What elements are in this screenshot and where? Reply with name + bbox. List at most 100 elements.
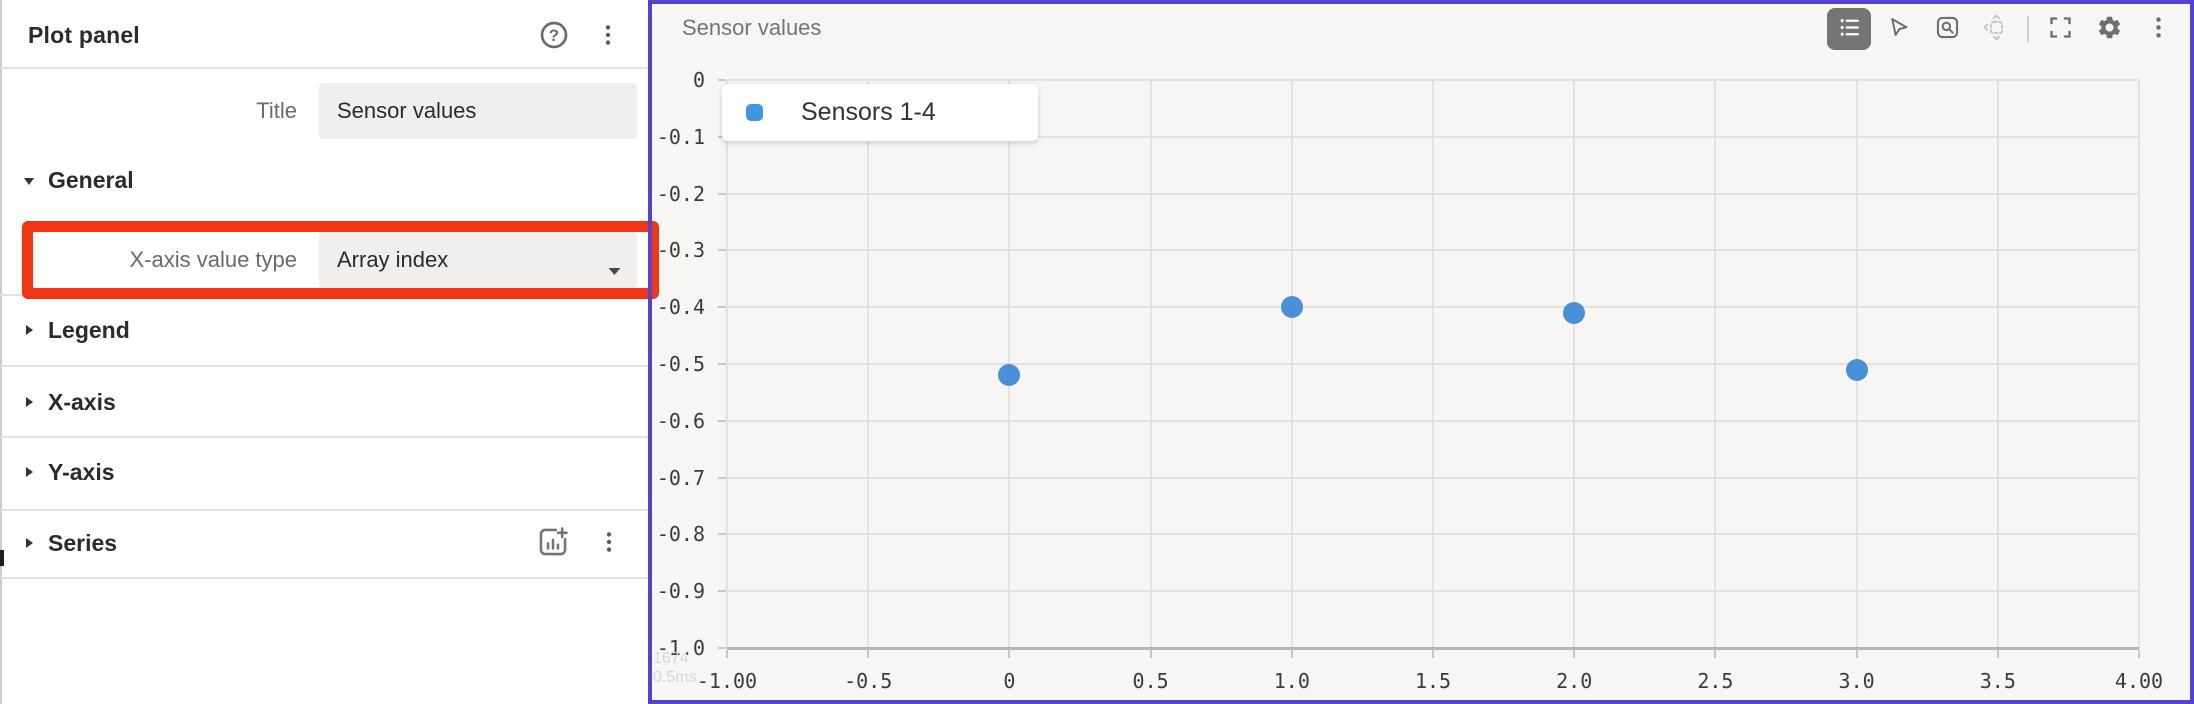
y-tick-label: -0.5	[656, 352, 705, 376]
plot-toolbar	[1827, 8, 2180, 50]
x-tick-label: 4.00	[2114, 669, 2164, 693]
scrollbar-tick	[0, 550, 4, 566]
chevron-right-icon	[22, 323, 36, 337]
section-general[interactable]: General	[48, 167, 134, 193]
divider	[0, 294, 648, 296]
toolbar-divider	[2027, 16, 2029, 42]
x-axis-value-type-select[interactable]: Array index	[319, 232, 637, 288]
gridline-y	[727, 647, 2139, 650]
chart-add-icon	[536, 525, 570, 562]
x-axis-value-type-label: X-axis value type	[129, 247, 297, 272]
y-tick-label: -0.3	[656, 238, 705, 263]
x-tickmark	[867, 650, 870, 658]
x-tick-label: -1.00	[696, 669, 758, 693]
x-tickmark	[1008, 650, 1011, 658]
chevron-down-icon	[608, 256, 621, 282]
y-tick-label: -0.9	[656, 579, 705, 604]
plot-title: Sensor values	[682, 15, 822, 40]
gridline-y	[727, 192, 2139, 195]
y-tick-label: -0.6	[656, 408, 705, 433]
x-tickmark	[1149, 650, 1152, 658]
section-series[interactable]: Series	[48, 530, 118, 556]
section-y-axis[interactable]: Y-axis	[48, 459, 115, 485]
perf-stat-time: 0.5ms	[653, 669, 697, 686]
section-legend[interactable]: Legend	[48, 317, 130, 343]
y-tick-label: -0.8	[656, 522, 705, 547]
x-tick-label: 2.5	[1697, 669, 1734, 693]
x-tick-label: 3.5	[1979, 669, 2016, 693]
y-tickmark	[718, 306, 726, 309]
divider	[0, 365, 648, 367]
chevron-down-icon	[22, 174, 36, 188]
y-tick-label: -1.0	[656, 636, 705, 660]
gridline-y	[727, 363, 2139, 365]
fit-view-button[interactable]	[2038, 8, 2082, 50]
data-point	[1280, 296, 1303, 319]
x-tick-label: 0	[1003, 669, 1016, 693]
y-tickmark	[718, 419, 726, 422]
zoom-select-button[interactable]	[1925, 8, 1969, 50]
chart-canvas[interactable]: -1.00 -0.5 0 0.5 1.0 1.5 2.0 2.5 3.0 3.5 4.00 0 -0.1…	[648, 0, 2194, 704]
help-button[interactable]: ?	[537, 19, 571, 53]
x-tickmark	[1290, 650, 1293, 658]
select-cursor-button[interactable]	[1876, 8, 1920, 50]
fullscreen-icon	[2047, 14, 2074, 44]
x-tickmark	[1855, 650, 1858, 658]
divider	[0, 577, 648, 579]
plot-more-button[interactable]	[2136, 8, 2180, 50]
y-tick-label: 0	[692, 68, 705, 92]
y-tickmark	[718, 363, 726, 365]
divider	[0, 67, 648, 69]
y-tickmark	[718, 79, 726, 81]
series-swatch	[746, 104, 763, 121]
legend-toggle-button[interactable]	[1827, 8, 1871, 50]
chevron-right-icon	[22, 395, 36, 409]
data-point	[998, 364, 1021, 387]
x-tickmark	[1996, 650, 1999, 658]
plot-settings-sidebar: Plot panel ? Title Sensor values General…	[0, 0, 648, 704]
series-label: Sensors 1-4	[801, 98, 936, 126]
x-tick-label: 1.0	[1273, 669, 1310, 693]
zoom-select-icon	[1934, 14, 1961, 44]
add-series-button[interactable]	[534, 524, 572, 562]
y-tickmark	[718, 249, 726, 252]
panel-settings-title: Plot panel	[28, 22, 140, 48]
y-tick-label: -0.1	[656, 124, 705, 149]
title-input[interactable]: Sensor values	[319, 83, 637, 139]
x-axis-value-type-value: Array index	[337, 247, 449, 272]
gridline-y	[727, 476, 2139, 479]
y-tick-label: -0.7	[656, 465, 705, 490]
y-tickmark	[718, 590, 726, 593]
y-tickmark	[718, 533, 726, 536]
x-tick-label: 1.5	[1414, 669, 1452, 693]
gridline-y	[727, 79, 2139, 81]
kebab-icon	[2145, 14, 2172, 44]
title-field-label: Title	[256, 98, 297, 123]
gridline-y	[727, 419, 2139, 422]
panel-settings-button[interactable]	[2087, 8, 2131, 50]
cursor-icon	[1885, 14, 1912, 44]
y-tick-label: -0.2	[656, 181, 705, 206]
chevron-right-icon	[22, 465, 36, 479]
x-tick-label: -0.5	[844, 669, 893, 693]
x-tickmark	[1432, 650, 1434, 658]
y-tickmark	[718, 647, 726, 649]
perf-stat-count: 1674	[653, 650, 689, 667]
settings-more-button[interactable]	[594, 19, 622, 53]
divider	[0, 436, 648, 438]
y-tickmark	[718, 476, 726, 479]
series-more-button[interactable]	[595, 526, 623, 560]
x-tick-label: 0.5	[1132, 669, 1169, 693]
kebab-icon	[596, 529, 622, 558]
x-tickmark	[726, 650, 728, 658]
x-tickmark	[2138, 650, 2140, 658]
legend-overlay[interactable]: Sensors 1-4	[722, 84, 1038, 141]
pan-button[interactable]	[1974, 8, 2018, 50]
data-point	[1845, 358, 1868, 381]
gridline-y	[727, 306, 2139, 309]
x-tick-label: 3.0	[1838, 669, 1875, 693]
data-point	[1563, 301, 1586, 324]
section-x-axis[interactable]: X-axis	[48, 389, 116, 415]
plot-panel[interactable]: Sensor values	[648, 0, 2194, 704]
